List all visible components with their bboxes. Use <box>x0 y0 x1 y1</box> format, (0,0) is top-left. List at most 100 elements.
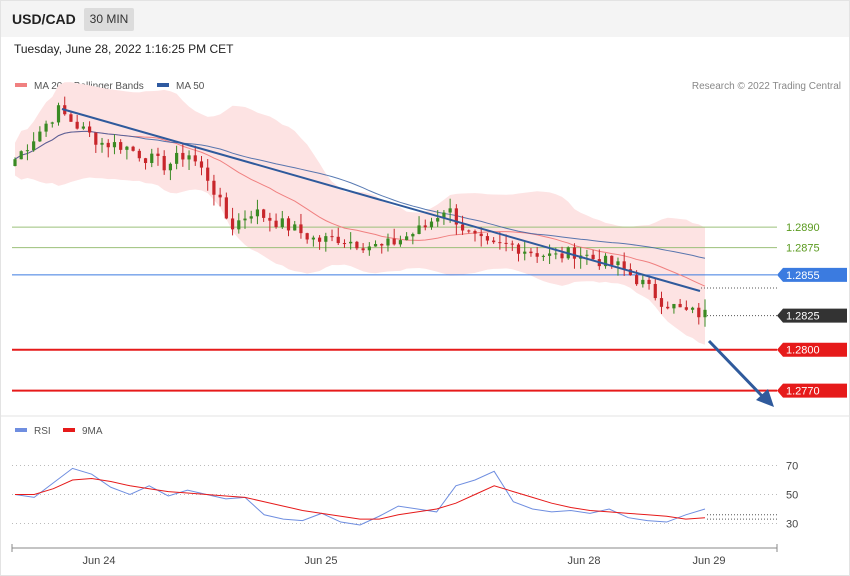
legend-9ma: 9MA <box>63 426 103 437</box>
candle <box>479 227 483 247</box>
candle-body <box>635 275 639 285</box>
candle-body <box>666 306 670 309</box>
candle <box>187 150 191 170</box>
support-1-tag <box>777 342 847 357</box>
candle-body <box>324 236 328 242</box>
candle <box>224 192 228 220</box>
candle-body <box>423 225 427 228</box>
candle <box>460 215 465 235</box>
candle-body <box>181 152 185 160</box>
candle-body <box>647 279 651 284</box>
candle-body <box>175 152 179 164</box>
candle-body <box>373 243 378 247</box>
candle-body <box>529 251 533 254</box>
candle-body <box>249 216 253 219</box>
candle-body <box>560 253 564 259</box>
rsi-tick-50: 50 <box>786 490 798 502</box>
candle <box>367 242 371 256</box>
candle-body <box>342 243 347 245</box>
candle-body <box>206 167 210 181</box>
candle <box>336 227 340 245</box>
candle-body <box>398 240 403 245</box>
candle-body <box>32 141 36 151</box>
candle-body <box>137 150 141 159</box>
candle <box>237 213 241 234</box>
x-tick-label: Jun 29 <box>692 555 725 567</box>
candle <box>647 277 651 290</box>
ma20-swatch <box>15 83 27 88</box>
candle-body <box>199 161 204 168</box>
levels-layer <box>12 226 777 392</box>
candle-body <box>13 159 17 167</box>
candle <box>429 217 434 230</box>
candle <box>150 148 154 168</box>
candle-body <box>94 132 98 145</box>
timestamp: Tuesday, June 28, 2022 1:16:25 PM CET <box>14 42 234 56</box>
support-2-tag <box>777 383 847 398</box>
candle-body <box>237 220 241 230</box>
candle-body <box>143 158 148 164</box>
candle <box>25 144 30 161</box>
candle-body <box>305 233 309 240</box>
candle <box>373 240 378 247</box>
candle <box>44 120 48 137</box>
candle-body <box>112 142 117 148</box>
ma50-swatch <box>157 83 169 88</box>
candle-body <box>479 233 483 237</box>
candle <box>523 241 527 261</box>
candle <box>672 303 676 314</box>
candle-body <box>516 244 521 254</box>
candle <box>349 232 353 250</box>
candle <box>131 145 135 152</box>
candle <box>324 232 328 252</box>
candle-body <box>448 208 452 213</box>
candle-body <box>268 217 272 221</box>
timeframe-button[interactable]: 30 MIN <box>84 8 134 31</box>
candle-body <box>386 238 390 246</box>
candle-body <box>162 155 166 171</box>
candle <box>94 132 98 153</box>
candle-body <box>442 212 446 219</box>
candle <box>386 233 390 252</box>
header-bar: USD/CAD 30 MIN <box>1 1 849 37</box>
candle-body <box>50 122 54 124</box>
candle <box>119 139 123 154</box>
candle <box>690 306 695 314</box>
candle-body <box>411 233 415 237</box>
bollinger-band-layer <box>15 82 705 345</box>
rsi-swatch <box>15 428 27 433</box>
candle-body <box>659 298 664 307</box>
candle <box>653 277 657 301</box>
candle-body <box>299 224 303 234</box>
candle-body <box>336 236 340 244</box>
candle-body <box>678 303 682 308</box>
candle <box>436 210 440 227</box>
candle <box>678 298 682 308</box>
rsi-layer: 70 50 30 <box>12 461 798 531</box>
candle <box>541 254 545 261</box>
candle <box>112 134 117 155</box>
candle-body <box>405 236 409 241</box>
x-tick-label: Jun 28 <box>567 555 600 567</box>
candle-body <box>603 255 608 267</box>
bollinger-band <box>15 82 705 345</box>
candle <box>666 301 670 310</box>
candle <box>659 291 664 315</box>
candle <box>162 150 166 175</box>
trendline <box>61 108 701 292</box>
pivot-label: 1.2855 <box>786 270 820 282</box>
candle <box>100 137 104 153</box>
candle <box>199 155 204 176</box>
rsi-tick-30: 30 <box>786 519 798 531</box>
candle-body <box>616 261 620 266</box>
candle <box>168 162 173 181</box>
candle <box>286 216 291 237</box>
candle <box>585 249 589 265</box>
candle <box>143 157 148 170</box>
candle <box>405 232 409 241</box>
candle <box>684 300 688 311</box>
candle-body <box>150 153 154 164</box>
x-axis-layer: Jun 24 Jun 25 Jun 28 Jun 29 <box>1 415 849 567</box>
